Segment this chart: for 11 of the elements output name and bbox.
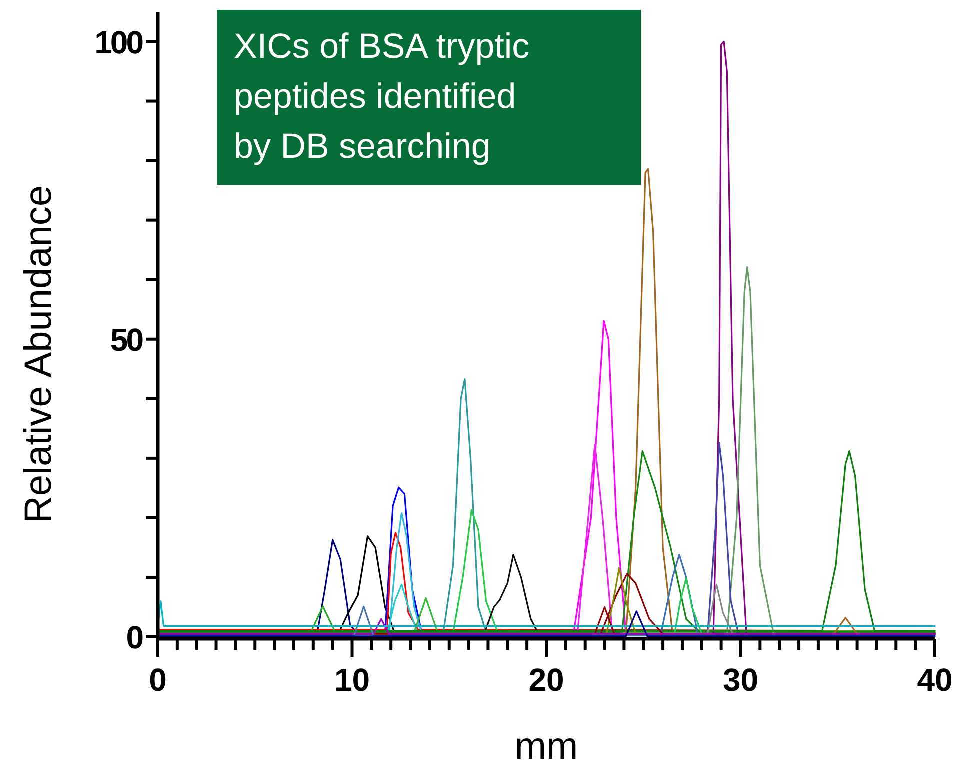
y-tick-label: 50	[110, 322, 144, 358]
x-tick-label: 20	[528, 662, 564, 698]
x-tick-label: 10	[334, 662, 370, 698]
y-axis-title: Relative Abundance	[18, 185, 60, 524]
x-tick-label: 0	[149, 662, 167, 698]
text: XICs of BSA tryptic peptides identified by DB searching	[234, 27, 530, 166]
x-tick-label: 40	[917, 662, 953, 698]
y-tick-label: 0	[126, 620, 144, 656]
y-tick-label: 100	[94, 24, 144, 60]
x-axis-title: mm	[514, 726, 578, 768]
x-tick-label: 30	[722, 662, 759, 698]
